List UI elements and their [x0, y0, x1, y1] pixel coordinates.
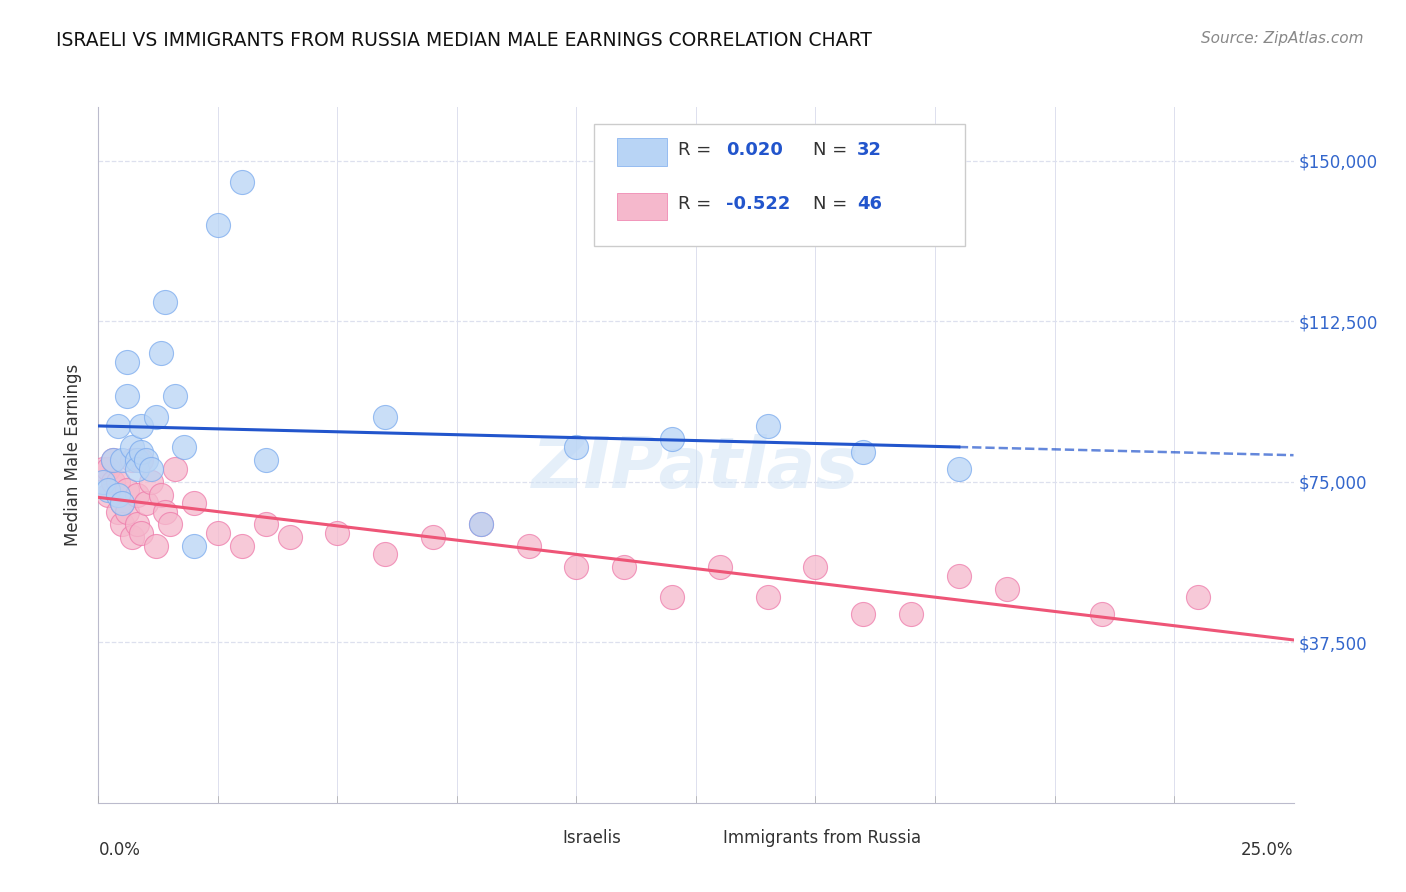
- Text: R =: R =: [678, 141, 717, 159]
- Point: [107, 419, 129, 434]
- Y-axis label: Median Male Earnings: Median Male Earnings: [65, 364, 83, 546]
- Point: [948, 462, 970, 476]
- Point: [709, 560, 731, 574]
- Point: [149, 346, 172, 360]
- Point: [756, 419, 779, 434]
- Point: [517, 539, 540, 553]
- FancyBboxPatch shape: [617, 193, 668, 220]
- Text: N =: N =: [813, 141, 853, 159]
- Point: [163, 389, 186, 403]
- Point: [125, 487, 148, 501]
- Point: [900, 607, 922, 622]
- Point: [661, 591, 683, 605]
- Text: R =: R =: [678, 195, 717, 213]
- FancyBboxPatch shape: [617, 138, 668, 166]
- Point: [115, 389, 138, 403]
- Text: Immigrants from Russia: Immigrants from Russia: [724, 829, 921, 847]
- Point: [131, 419, 153, 434]
- Text: Israelis: Israelis: [562, 829, 621, 847]
- Point: [135, 453, 157, 467]
- Point: [121, 453, 143, 467]
- Point: [111, 453, 134, 467]
- Text: -0.522: -0.522: [725, 195, 790, 213]
- Point: [97, 483, 120, 498]
- Point: [948, 569, 970, 583]
- Point: [101, 453, 124, 467]
- Point: [613, 560, 636, 574]
- Text: 32: 32: [858, 141, 883, 159]
- Point: [207, 218, 229, 232]
- Point: [231, 175, 253, 189]
- Text: 0.0%: 0.0%: [98, 841, 141, 859]
- Point: [101, 475, 124, 489]
- Point: [374, 548, 396, 562]
- Point: [91, 475, 114, 489]
- Point: [97, 462, 120, 476]
- Point: [1187, 591, 1209, 605]
- Point: [852, 444, 875, 458]
- Text: ISRAELI VS IMMIGRANTS FROM RUSSIA MEDIAN MALE EARNINGS CORRELATION CHART: ISRAELI VS IMMIGRANTS FROM RUSSIA MEDIAN…: [56, 31, 872, 50]
- Point: [125, 462, 148, 476]
- Point: [111, 496, 134, 510]
- Point: [111, 496, 134, 510]
- Point: [422, 530, 444, 544]
- Point: [470, 517, 492, 532]
- Point: [107, 475, 129, 489]
- Point: [995, 582, 1018, 596]
- Point: [101, 453, 124, 467]
- Point: [155, 294, 177, 309]
- Text: Source: ZipAtlas.com: Source: ZipAtlas.com: [1201, 31, 1364, 46]
- Point: [183, 539, 205, 553]
- Point: [149, 487, 172, 501]
- Point: [115, 483, 138, 498]
- Point: [145, 539, 167, 553]
- Point: [804, 560, 827, 574]
- Point: [254, 517, 277, 532]
- Point: [207, 526, 229, 541]
- Point: [278, 530, 301, 544]
- Point: [131, 444, 153, 458]
- Point: [254, 453, 277, 467]
- Point: [139, 462, 162, 476]
- Point: [91, 462, 114, 476]
- Point: [159, 517, 181, 532]
- Point: [231, 539, 253, 553]
- Point: [107, 505, 129, 519]
- Point: [565, 441, 588, 455]
- Point: [131, 453, 153, 467]
- FancyBboxPatch shape: [595, 124, 965, 246]
- Point: [661, 432, 683, 446]
- Point: [470, 517, 492, 532]
- Point: [125, 517, 148, 532]
- Point: [145, 410, 167, 425]
- Point: [115, 505, 138, 519]
- FancyBboxPatch shape: [527, 826, 557, 848]
- Point: [139, 475, 162, 489]
- Point: [115, 355, 138, 369]
- Point: [565, 560, 588, 574]
- Point: [121, 530, 143, 544]
- Point: [107, 487, 129, 501]
- Text: ZIPatlas: ZIPatlas: [533, 434, 859, 503]
- Point: [135, 496, 157, 510]
- Point: [173, 441, 195, 455]
- Text: 0.020: 0.020: [725, 141, 783, 159]
- Point: [97, 487, 120, 501]
- Point: [125, 453, 148, 467]
- Text: 46: 46: [858, 195, 883, 213]
- Point: [163, 462, 186, 476]
- Point: [852, 607, 875, 622]
- Point: [756, 591, 779, 605]
- Text: N =: N =: [813, 195, 853, 213]
- Point: [121, 441, 143, 455]
- FancyBboxPatch shape: [689, 826, 717, 848]
- Point: [131, 526, 153, 541]
- Point: [374, 410, 396, 425]
- Point: [155, 505, 177, 519]
- Point: [326, 526, 349, 541]
- Point: [111, 517, 134, 532]
- Point: [1091, 607, 1114, 622]
- Text: 25.0%: 25.0%: [1241, 841, 1294, 859]
- Point: [183, 496, 205, 510]
